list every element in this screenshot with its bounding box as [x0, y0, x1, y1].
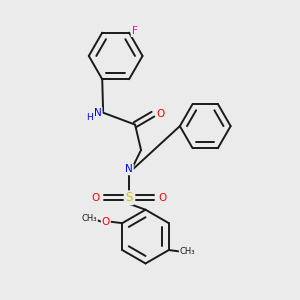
Text: S: S — [125, 191, 133, 204]
Text: N: N — [125, 164, 133, 174]
Text: CH₃: CH₃ — [82, 214, 97, 223]
Text: O: O — [91, 193, 100, 203]
Text: CH₃: CH₃ — [180, 247, 195, 256]
Text: O: O — [159, 193, 167, 203]
Text: H: H — [86, 113, 93, 122]
Text: F: F — [131, 26, 137, 36]
Text: O: O — [102, 217, 110, 227]
Text: O: O — [156, 109, 165, 119]
Text: N: N — [94, 108, 102, 118]
